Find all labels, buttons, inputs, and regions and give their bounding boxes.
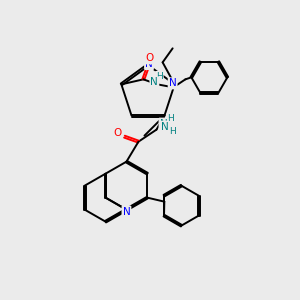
Text: N: N — [169, 78, 176, 88]
Text: N: N — [151, 77, 158, 87]
Text: N: N — [160, 122, 168, 132]
Text: N: N — [145, 59, 153, 69]
Text: O: O — [113, 128, 122, 138]
Text: H: H — [167, 114, 174, 123]
Text: N: N — [123, 207, 130, 217]
Text: H: H — [169, 127, 176, 136]
Text: O: O — [145, 53, 154, 63]
Text: N: N — [160, 119, 167, 129]
Text: H: H — [156, 72, 163, 81]
